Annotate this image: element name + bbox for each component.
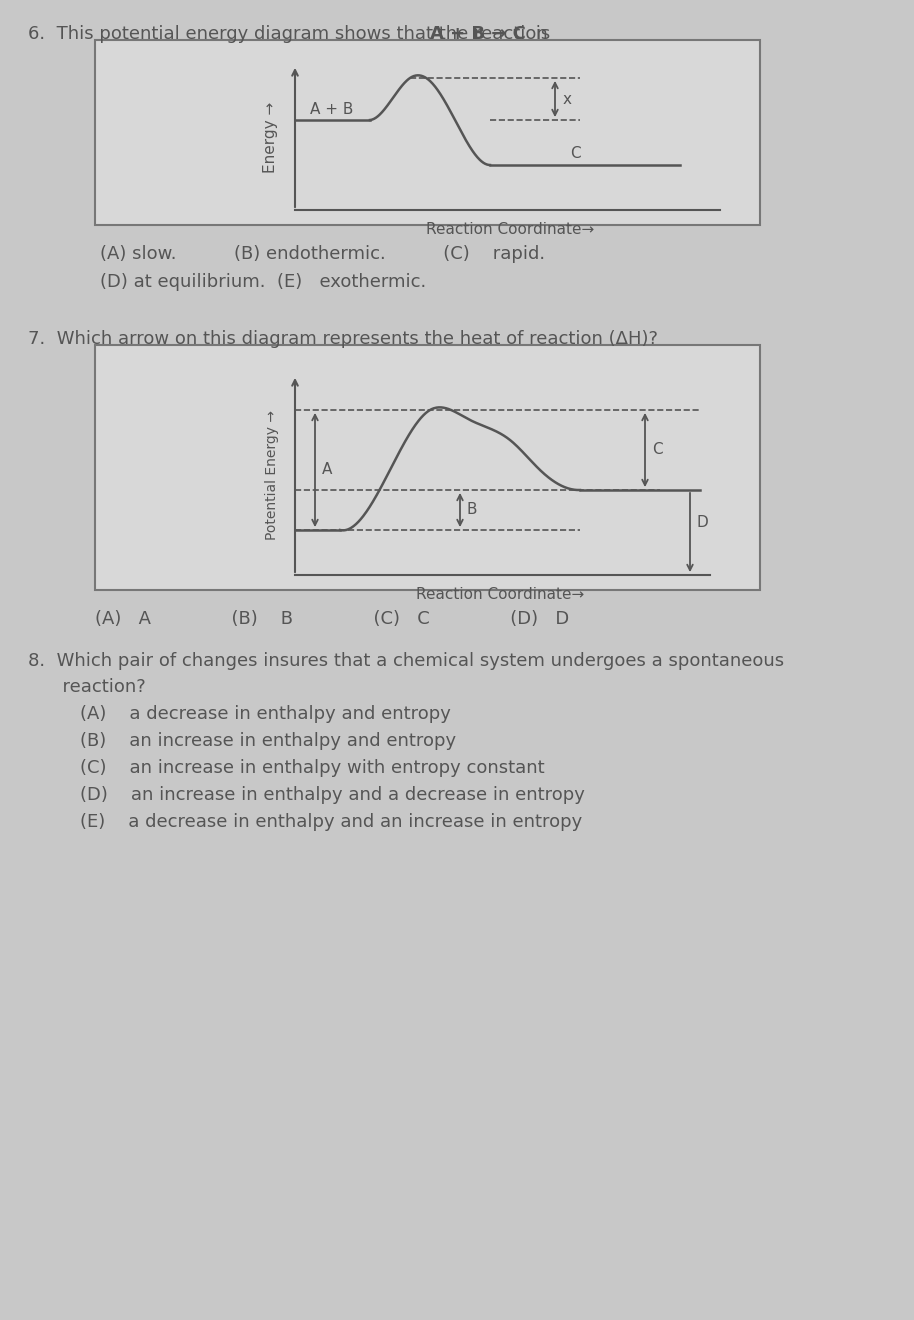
Text: (A)    a decrease in enthalpy and entropy: (A) a decrease in enthalpy and entropy [80, 705, 451, 723]
Text: 7.  Which arrow on this diagram represents the heat of reaction (ΔH)?: 7. Which arrow on this diagram represent… [28, 330, 658, 348]
Text: (C)    an increase in enthalpy with entropy constant: (C) an increase in enthalpy with entropy… [80, 759, 545, 777]
FancyBboxPatch shape [95, 345, 760, 590]
Text: 6.  This potential energy diagram shows that the reaction: 6. This potential energy diagram shows t… [28, 25, 554, 44]
Text: reaction?: reaction? [28, 678, 145, 696]
FancyBboxPatch shape [95, 40, 760, 224]
Text: Potential Energy →: Potential Energy → [265, 411, 279, 540]
Text: Reaction Coordinate→: Reaction Coordinate→ [416, 587, 584, 602]
Text: (A)   A              (B)    B              (C)   C              (D)   D: (A) A (B) B (C) C (D) D [95, 610, 569, 628]
Text: (A) slow.          (B) endothermic.          (C)    rapid.: (A) slow. (B) endothermic. (C) rapid. [100, 246, 545, 263]
Text: (D) at equilibrium.  (E)   exothermic.: (D) at equilibrium. (E) exothermic. [100, 273, 426, 290]
Text: C: C [570, 147, 580, 161]
Text: (E)    a decrease in enthalpy and an increase in entropy: (E) a decrease in enthalpy and an increa… [80, 813, 582, 832]
Text: A: A [322, 462, 333, 478]
Text: (D)    an increase in enthalpy and a decrease in entropy: (D) an increase in enthalpy and a decrea… [80, 785, 585, 804]
Text: (B)    an increase in enthalpy and entropy: (B) an increase in enthalpy and entropy [80, 733, 456, 750]
Text: C: C [652, 442, 663, 458]
Text: D: D [697, 515, 708, 531]
Text: Energy →: Energy → [262, 102, 278, 173]
Text: Reaction Coordinate→: Reaction Coordinate→ [426, 222, 594, 238]
Text: A + B → C: A + B → C [430, 25, 526, 44]
Text: x: x [563, 91, 572, 107]
Text: is: is [530, 25, 550, 44]
Text: 8.  Which pair of changes insures that a chemical system undergoes a spontaneous: 8. Which pair of changes insures that a … [28, 652, 784, 671]
Text: A + B: A + B [310, 102, 354, 117]
Text: B: B [467, 503, 477, 517]
